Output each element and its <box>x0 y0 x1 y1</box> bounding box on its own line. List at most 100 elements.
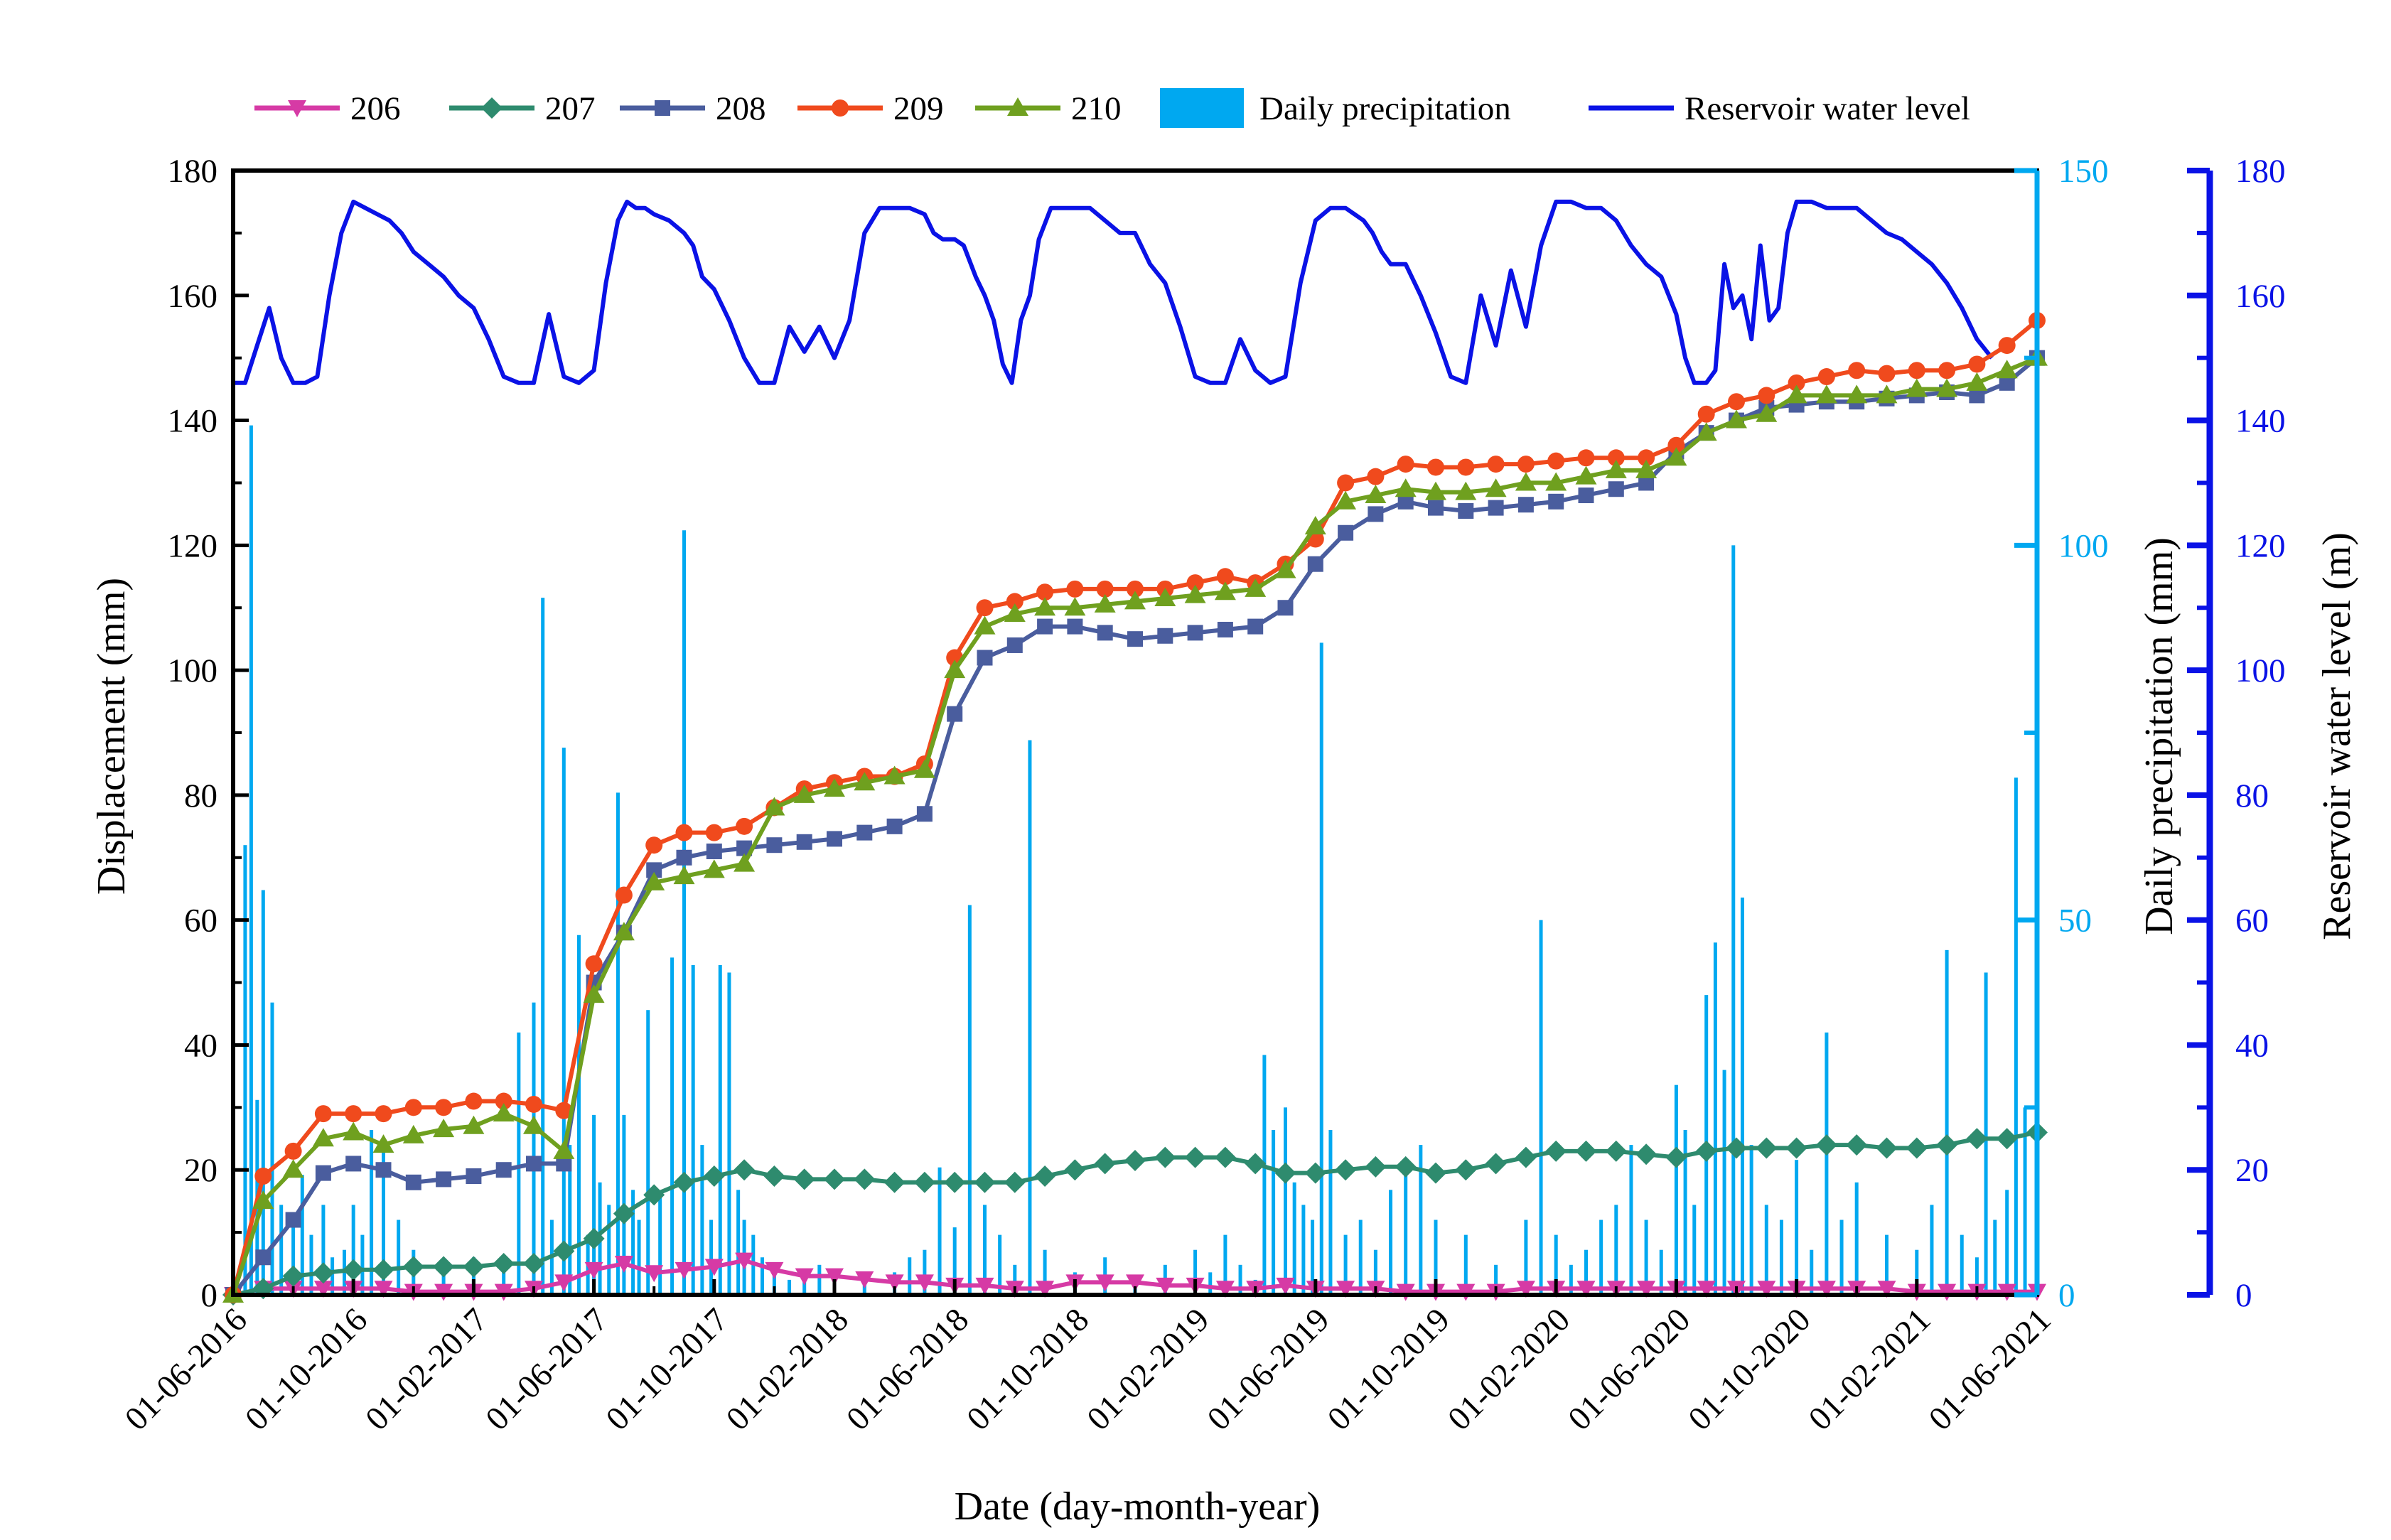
water-level-series-line <box>233 199 1994 385</box>
precipitation-bar <box>1974 1257 1979 1295</box>
precipitation-bar <box>2023 1107 2027 1295</box>
series-point-208 <box>436 1171 452 1188</box>
series-point-206 <box>885 1274 904 1292</box>
series-point-207 <box>613 1202 635 1224</box>
series-point-209 <box>976 599 994 617</box>
series-point-210 <box>1124 591 1146 610</box>
series-point-208 <box>977 650 993 666</box>
series-point-210 <box>463 1115 485 1134</box>
series-point-208 <box>556 1156 572 1172</box>
precipitation-bar <box>517 1032 521 1295</box>
series-point-207 <box>673 1171 695 1193</box>
precipitation-bar <box>1419 1145 1423 1295</box>
precipitation-bar <box>1713 942 1717 1295</box>
precipitation-bar <box>370 1129 374 1295</box>
precipitation-bar <box>1692 1205 1697 1295</box>
precipitation-bar <box>261 890 265 1295</box>
series-point-209 <box>1938 362 1956 379</box>
series-point-206 <box>1697 1281 1716 1298</box>
series-point-209 <box>1457 458 1475 476</box>
series-point-210 <box>1425 481 1446 500</box>
precipitation-bar <box>1494 1264 1498 1295</box>
precipitation-bar <box>1013 1264 1017 1295</box>
series-point-208 <box>1067 618 1083 635</box>
series-point-206 <box>795 1268 814 1286</box>
series-point-210 <box>1245 578 1267 597</box>
precipitation-bar <box>1993 1219 1997 1295</box>
series-point-210 <box>763 797 785 816</box>
series-point-209 <box>375 1105 392 1123</box>
series-point-207 <box>1274 1162 1296 1184</box>
series-point-208 <box>916 806 933 822</box>
series-point-210 <box>1064 597 1086 616</box>
precipitation-bar <box>279 1205 284 1295</box>
precipitation-bar <box>2014 777 2018 1295</box>
series-point-206 <box>1036 1281 1055 1298</box>
legend-item-207: 207 <box>449 90 596 127</box>
precipitation-bar <box>1683 1129 1687 1295</box>
series-point-210 <box>1966 372 1988 391</box>
precipitation-bar <box>967 905 972 1295</box>
legend-label: Reservoir water level <box>1685 90 1970 127</box>
series-point-210 <box>282 1159 304 1178</box>
series-point-207 <box>793 1168 815 1190</box>
y3-tick-label: 40 <box>2235 1027 2269 1064</box>
series-point-209 <box>1517 456 1535 473</box>
legend-label: 210 <box>1071 90 1122 127</box>
series-point-209 <box>1607 449 1625 467</box>
precipitation-bar <box>682 530 686 1295</box>
precipitation-bar <box>1238 1264 1242 1295</box>
series-point-209 <box>1908 362 1925 379</box>
precipitation-bar <box>760 1257 764 1295</box>
series-point-208 <box>856 824 873 841</box>
legend: 206 207 208 209 210 Daily precipitation Reserv… <box>254 88 1970 128</box>
series-point-207 <box>583 1227 605 1249</box>
series-point-209 <box>1216 568 1234 586</box>
series-point-210 <box>913 759 935 778</box>
precipitation-bar <box>351 1205 355 1295</box>
precipitation-bar <box>1960 1234 1964 1295</box>
series-point-210 <box>1876 384 1898 404</box>
series-point-207 <box>883 1171 906 1193</box>
series-point-206 <box>915 1274 934 1292</box>
series-point-208 <box>676 849 692 866</box>
precipitation-bar <box>1674 1084 1678 1295</box>
precipitation-bar <box>532 1002 536 1295</box>
series-point-206 <box>1757 1281 1776 1298</box>
series-point-210 <box>1635 459 1657 478</box>
series-point-210 <box>1545 472 1567 491</box>
precipitation-bar <box>923 1249 927 1295</box>
series-point-210 <box>1004 603 1026 623</box>
precipitation-bar <box>1779 1219 1783 1295</box>
legend-item-210: 210 <box>975 90 1122 127</box>
series-point-209 <box>1127 580 1144 598</box>
series-point-209 <box>615 886 633 904</box>
series-point-206 <box>494 1283 513 1301</box>
series-point-209 <box>1487 456 1505 473</box>
precipitation-bar <box>1740 898 1744 1295</box>
y3-tick-label: 180 <box>2235 153 2286 190</box>
y-tick-label: 180 <box>168 153 218 190</box>
series-point-206 <box>313 1281 333 1298</box>
series-point-207 <box>734 1159 756 1181</box>
series-point-207 <box>1304 1162 1326 1184</box>
precipitation-bar <box>1749 1145 1753 1295</box>
series-point-206 <box>434 1283 453 1301</box>
precipitation-bar <box>309 1234 313 1295</box>
series-point-206 <box>1156 1277 1175 1295</box>
series-point-209 <box>1186 574 1204 592</box>
series-point-210 <box>824 778 845 797</box>
precipitation-bar <box>1292 1182 1296 1295</box>
series-point-209 <box>1638 449 1655 467</box>
series-point-206 <box>735 1252 754 1270</box>
precipitation-bar <box>360 1234 365 1295</box>
series-point-210 <box>1034 597 1056 616</box>
series-point-208 <box>1247 618 1264 635</box>
series-point-209 <box>1036 583 1054 601</box>
precipitation-bar <box>1043 1249 1047 1295</box>
series-point-208 <box>405 1174 421 1190</box>
precipitation-bar <box>321 1205 326 1295</box>
series-point-210 <box>1575 465 1597 485</box>
precipitation-bar <box>998 1234 1002 1295</box>
series-point-207 <box>1575 1140 1597 1162</box>
